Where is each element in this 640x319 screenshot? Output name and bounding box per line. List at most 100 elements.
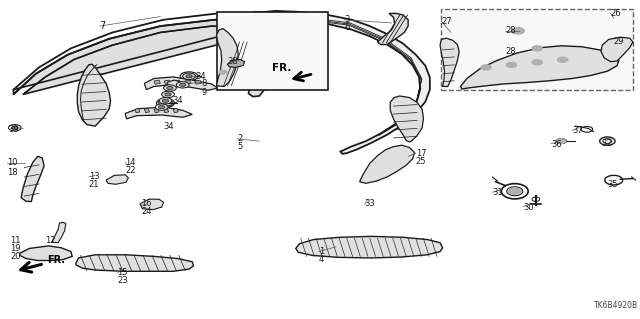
Text: 5: 5 (237, 142, 242, 151)
Text: 2: 2 (237, 134, 242, 143)
Polygon shape (227, 59, 244, 67)
Text: 22: 22 (125, 166, 136, 175)
Text: 18: 18 (7, 168, 18, 177)
Text: 31: 31 (492, 188, 503, 197)
Polygon shape (21, 156, 44, 201)
Text: 39: 39 (8, 125, 19, 134)
Polygon shape (140, 199, 164, 210)
Polygon shape (76, 255, 193, 271)
Text: 11: 11 (10, 236, 20, 245)
Polygon shape (184, 80, 191, 84)
Text: 9: 9 (202, 88, 207, 97)
Text: 28: 28 (505, 47, 516, 56)
Text: 24: 24 (141, 207, 152, 216)
Polygon shape (378, 13, 408, 45)
Polygon shape (296, 236, 443, 258)
Text: 23: 23 (118, 276, 128, 285)
Text: 26: 26 (611, 9, 621, 18)
Polygon shape (145, 77, 218, 90)
Text: 21: 21 (89, 181, 99, 189)
Bar (442, 9, 633, 90)
Polygon shape (390, 96, 424, 142)
Polygon shape (601, 37, 633, 62)
Text: 12: 12 (45, 236, 56, 245)
Text: FR.: FR. (47, 255, 65, 265)
Polygon shape (77, 64, 111, 126)
Polygon shape (145, 108, 150, 113)
Polygon shape (195, 80, 201, 84)
Circle shape (511, 28, 524, 34)
Text: 34: 34 (195, 72, 206, 81)
Circle shape (179, 83, 186, 86)
Text: 37: 37 (572, 126, 583, 135)
Polygon shape (52, 222, 66, 243)
Text: 7: 7 (100, 21, 106, 31)
Circle shape (176, 82, 189, 88)
Circle shape (182, 73, 195, 79)
Text: 27: 27 (442, 17, 452, 26)
Circle shape (557, 57, 568, 62)
Bar (216, 12, 328, 90)
Text: 3: 3 (344, 15, 349, 24)
Circle shape (12, 126, 18, 129)
Circle shape (557, 139, 566, 143)
Circle shape (8, 124, 21, 131)
Polygon shape (248, 12, 293, 97)
Text: 30: 30 (523, 203, 534, 211)
Circle shape (156, 104, 168, 110)
Text: 34: 34 (172, 96, 182, 105)
Circle shape (508, 188, 521, 195)
Polygon shape (461, 46, 619, 89)
Polygon shape (125, 107, 192, 119)
Circle shape (506, 62, 516, 67)
Text: 10: 10 (7, 158, 17, 167)
Text: 29: 29 (614, 38, 624, 47)
Polygon shape (440, 38, 460, 86)
Polygon shape (164, 108, 169, 113)
Polygon shape (154, 80, 161, 84)
Circle shape (532, 46, 542, 51)
Text: 34: 34 (164, 122, 174, 131)
Text: 8: 8 (202, 79, 207, 88)
Polygon shape (154, 108, 159, 113)
Circle shape (219, 70, 227, 74)
Circle shape (161, 101, 170, 105)
Text: 35: 35 (607, 181, 618, 189)
Circle shape (481, 65, 491, 70)
Text: 14: 14 (125, 158, 136, 167)
Circle shape (180, 72, 198, 81)
Text: 20: 20 (10, 252, 20, 261)
Polygon shape (251, 11, 430, 154)
Text: 13: 13 (89, 173, 99, 182)
Text: 25: 25 (416, 157, 426, 166)
Text: 15: 15 (118, 268, 128, 277)
Circle shape (532, 60, 542, 65)
Text: 33: 33 (365, 199, 376, 208)
Text: 28: 28 (505, 26, 516, 35)
Text: 36: 36 (551, 140, 562, 149)
Text: 32: 32 (601, 139, 612, 148)
Polygon shape (164, 80, 171, 84)
Text: FR.: FR. (272, 63, 291, 72)
Circle shape (159, 98, 172, 104)
Circle shape (164, 85, 176, 91)
Polygon shape (106, 175, 129, 184)
Polygon shape (135, 108, 140, 113)
Text: 17: 17 (416, 149, 426, 158)
Polygon shape (159, 99, 172, 107)
Polygon shape (173, 108, 178, 113)
Circle shape (184, 74, 193, 78)
Text: 4: 4 (319, 255, 324, 264)
Polygon shape (174, 80, 180, 84)
Text: 6: 6 (344, 23, 349, 32)
Polygon shape (360, 145, 415, 183)
Circle shape (163, 99, 169, 102)
Text: 16: 16 (141, 199, 152, 208)
Polygon shape (216, 29, 238, 86)
Circle shape (186, 75, 192, 78)
Circle shape (157, 99, 174, 108)
Text: 38: 38 (227, 56, 238, 65)
Circle shape (159, 106, 165, 109)
Polygon shape (20, 246, 72, 261)
Circle shape (167, 86, 173, 90)
